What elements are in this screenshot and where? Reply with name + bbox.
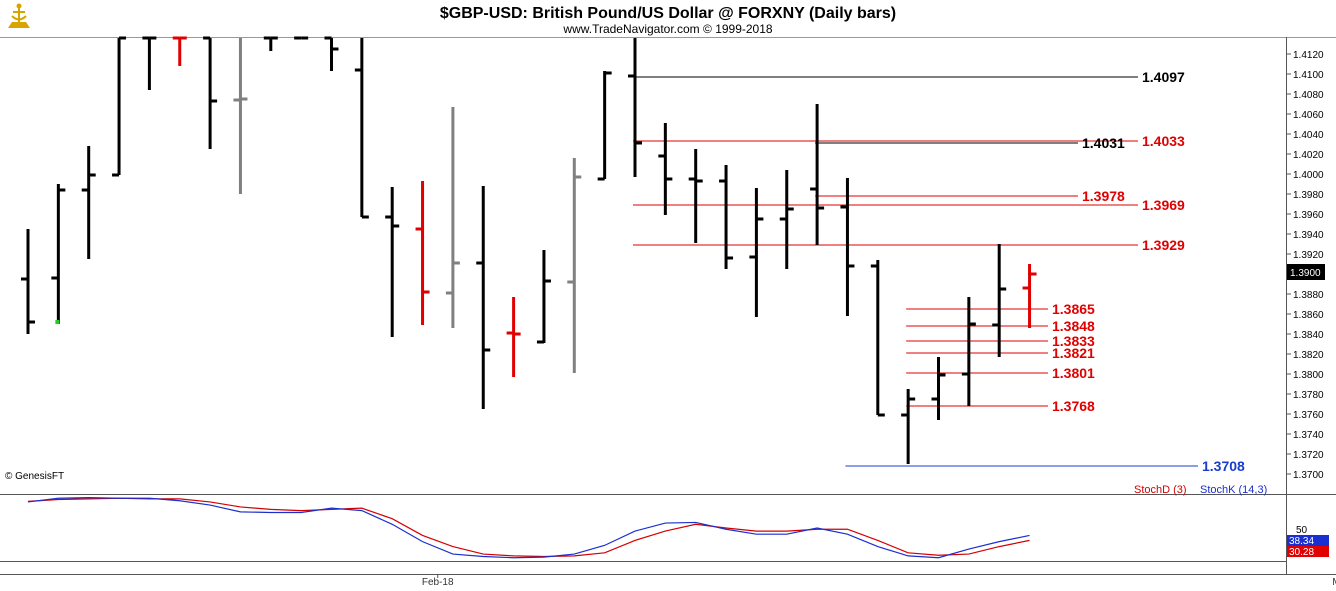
ohlc-bar bbox=[931, 357, 946, 420]
level-label-1.3978: 1.3978 bbox=[1082, 188, 1125, 204]
series-stochd bbox=[27, 497, 1030, 558]
price-tick-label: 1.4080 bbox=[1293, 90, 1324, 101]
ohlc-bar bbox=[21, 229, 35, 334]
copyright-label: © GenesisFT bbox=[5, 471, 64, 482]
price-tick-label: 1.3840 bbox=[1293, 330, 1324, 341]
level-label-1.3833: 1.3833 bbox=[1052, 333, 1095, 349]
price-tick-label: 1.3820 bbox=[1293, 350, 1324, 361]
level-label-1.4033: 1.4033 bbox=[1142, 133, 1185, 149]
current-price-box bbox=[1287, 264, 1325, 280]
level-label-1.3708: 1.3708 bbox=[1202, 458, 1245, 474]
price-tick-label: 1.3780 bbox=[1293, 390, 1324, 401]
date-label-Feb-18: Feb-18 bbox=[422, 577, 454, 588]
price-tick-label: 1.4100 bbox=[1293, 70, 1324, 81]
ohlc-bar bbox=[992, 244, 1007, 357]
ohlc-bar bbox=[749, 188, 764, 317]
price-tick-label: 1.3860 bbox=[1293, 310, 1324, 321]
chart-subtitle: www.TradeNavigator.com © 1999-2018 bbox=[562, 22, 772, 36]
price-tick-label: 1.4040 bbox=[1293, 130, 1324, 141]
price-tick-label: 1.3920 bbox=[1293, 250, 1324, 261]
ohlc-bar bbox=[172, 36, 187, 66]
level-label-1.3768: 1.3768 bbox=[1052, 398, 1095, 414]
price-tick-label: 1.3760 bbox=[1293, 410, 1324, 421]
stochk-value-label: 38.34 bbox=[1289, 536, 1314, 547]
ohlc-bar bbox=[597, 71, 612, 181]
ohlc-bar bbox=[203, 36, 218, 149]
ohlc-bar bbox=[840, 178, 855, 316]
level-labels: 1.4097 1.4031 1.4033 1.3978 1.3969 1.3929 1.38… bbox=[1052, 69, 1245, 474]
legend-stochd: StochD (3) bbox=[1134, 484, 1187, 496]
series-stochk bbox=[27, 497, 1030, 559]
stochd-value-box bbox=[1287, 546, 1329, 557]
ohlc-bar bbox=[233, 38, 248, 194]
chart-title: $GBP-USD: British Pound/US Dollar @ FORX… bbox=[440, 5, 896, 22]
marker-dot bbox=[55, 320, 60, 324]
level-label-1.3801: 1.3801 bbox=[1052, 365, 1095, 381]
ohlc-bar bbox=[142, 36, 157, 90]
price-tick-label: 1.4020 bbox=[1293, 150, 1324, 161]
level-lines bbox=[633, 76, 1198, 467]
ohlc-bar bbox=[51, 184, 66, 324]
ohlc-bar bbox=[354, 38, 369, 219]
price-axis: 1.4120 1.4100 1.4080 1.4060 1.4040 1.4020 1.40… bbox=[1286, 50, 1324, 481]
ohlc-bar bbox=[901, 389, 916, 464]
ohlc-bar bbox=[81, 146, 96, 259]
price-tick-label: 1.3940 bbox=[1293, 230, 1324, 241]
price-tick-label: 1.3960 bbox=[1293, 210, 1324, 221]
stochd-value-label: 30.28 bbox=[1289, 547, 1314, 558]
level-label-1.3929: 1.3929 bbox=[1142, 237, 1185, 253]
ohlc-bar bbox=[385, 187, 400, 337]
ohlc-bar bbox=[445, 107, 460, 328]
price-tick-label: 1.4120 bbox=[1293, 50, 1324, 61]
level-label-1.3865: 1.3865 bbox=[1052, 301, 1095, 317]
ohlc-bar bbox=[536, 250, 551, 344]
price-tick-label: 1.3980 bbox=[1293, 190, 1324, 201]
date-label-Mar-18: Mar-18 bbox=[1332, 577, 1336, 588]
stoch-tick-50: 50 bbox=[1296, 525, 1308, 536]
ohlc-bar bbox=[658, 123, 673, 215]
ohlc-bar bbox=[567, 158, 582, 373]
ohlc-bar bbox=[112, 36, 127, 177]
price-tick-label: 1.4060 bbox=[1293, 110, 1324, 121]
ohlc-bar bbox=[688, 149, 703, 243]
header-band bbox=[0, 0, 1336, 37]
price-tick-label: 1.3700 bbox=[1293, 470, 1324, 481]
ohlc-bar bbox=[961, 297, 976, 406]
ohlc-bar bbox=[870, 260, 885, 417]
ohlc-bar bbox=[415, 181, 430, 325]
ohlc-bar bbox=[476, 186, 491, 409]
app-logo bbox=[8, 3, 30, 28]
ohlc-bar bbox=[324, 36, 339, 71]
price-tick-label: 1.4000 bbox=[1293, 170, 1324, 181]
ohlc-bar bbox=[1022, 264, 1037, 328]
stochastic-lines bbox=[27, 497, 1030, 559]
price-tick-label: 1.3740 bbox=[1293, 430, 1324, 441]
price-tick-label: 1.3800 bbox=[1293, 370, 1324, 381]
ohlc-bar bbox=[810, 104, 825, 245]
current-price-label: 1.3900 bbox=[1290, 268, 1321, 279]
ohlc-bar bbox=[779, 170, 794, 269]
price-tick-label: 1.3880 bbox=[1293, 290, 1324, 301]
price-tick-label: 1.3720 bbox=[1293, 450, 1324, 461]
ohlc-bar bbox=[506, 297, 521, 377]
ohlc-bar bbox=[263, 36, 278, 51]
level-label-1.3821: 1.3821 bbox=[1052, 345, 1095, 361]
level-label-1.3848: 1.3848 bbox=[1052, 318, 1095, 334]
price-bars bbox=[21, 36, 1037, 464]
level-label-1.4031: 1.4031 bbox=[1082, 135, 1125, 151]
level-label-1.4097: 1.4097 bbox=[1142, 69, 1185, 85]
stochk-value-box bbox=[1287, 535, 1329, 546]
legend-stochk: StochK (14,3) bbox=[1200, 484, 1267, 496]
level-label-1.3969: 1.3969 bbox=[1142, 197, 1185, 213]
time-axis: Feb-18 Mar-18 bbox=[422, 574, 1336, 588]
ohlc-bar bbox=[719, 165, 734, 269]
ohlc-bar bbox=[628, 38, 642, 177]
